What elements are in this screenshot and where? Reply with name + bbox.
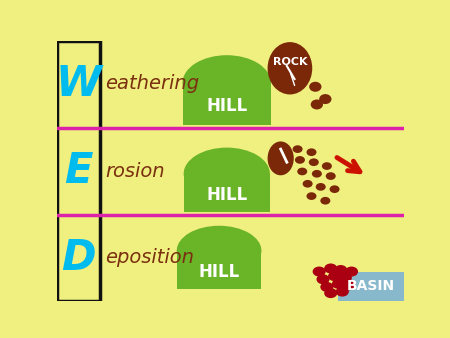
- Ellipse shape: [309, 159, 319, 166]
- Bar: [58, 41, 100, 301]
- Ellipse shape: [322, 162, 332, 170]
- Ellipse shape: [339, 273, 352, 283]
- Text: eathering: eathering: [105, 74, 199, 93]
- Text: eposition: eposition: [105, 248, 194, 267]
- Text: HILL: HILL: [206, 186, 248, 204]
- Ellipse shape: [295, 156, 305, 164]
- Bar: [177, 251, 261, 289]
- Ellipse shape: [183, 55, 271, 111]
- Text: rosion: rosion: [105, 162, 165, 181]
- Ellipse shape: [297, 168, 307, 175]
- Ellipse shape: [334, 265, 347, 275]
- Bar: [183, 83, 271, 125]
- Text: HILL: HILL: [198, 263, 240, 281]
- Text: HILL: HILL: [206, 97, 248, 115]
- Ellipse shape: [313, 267, 326, 276]
- Bar: [184, 174, 270, 212]
- Ellipse shape: [332, 279, 345, 289]
- Ellipse shape: [268, 141, 294, 175]
- Ellipse shape: [268, 42, 312, 94]
- Ellipse shape: [319, 94, 332, 104]
- Ellipse shape: [309, 82, 321, 92]
- Ellipse shape: [302, 180, 313, 188]
- Ellipse shape: [316, 274, 329, 284]
- Ellipse shape: [177, 226, 261, 276]
- Ellipse shape: [324, 288, 337, 298]
- Ellipse shape: [326, 172, 336, 180]
- Text: E: E: [64, 150, 92, 192]
- Text: ROCK: ROCK: [273, 57, 307, 67]
- Ellipse shape: [310, 99, 323, 110]
- Ellipse shape: [316, 183, 326, 191]
- Ellipse shape: [320, 197, 330, 204]
- Text: W: W: [55, 63, 101, 105]
- Ellipse shape: [312, 170, 322, 178]
- Ellipse shape: [306, 148, 316, 156]
- Ellipse shape: [329, 185, 340, 193]
- Ellipse shape: [292, 145, 302, 153]
- Ellipse shape: [328, 271, 341, 281]
- Ellipse shape: [345, 267, 358, 276]
- Bar: [338, 271, 404, 301]
- Ellipse shape: [342, 281, 355, 290]
- Ellipse shape: [306, 192, 316, 200]
- Ellipse shape: [324, 264, 337, 273]
- Ellipse shape: [336, 287, 349, 296]
- Ellipse shape: [184, 148, 270, 200]
- Text: BASIN: BASIN: [347, 279, 395, 293]
- Text: D: D: [61, 237, 95, 279]
- Ellipse shape: [320, 282, 333, 292]
